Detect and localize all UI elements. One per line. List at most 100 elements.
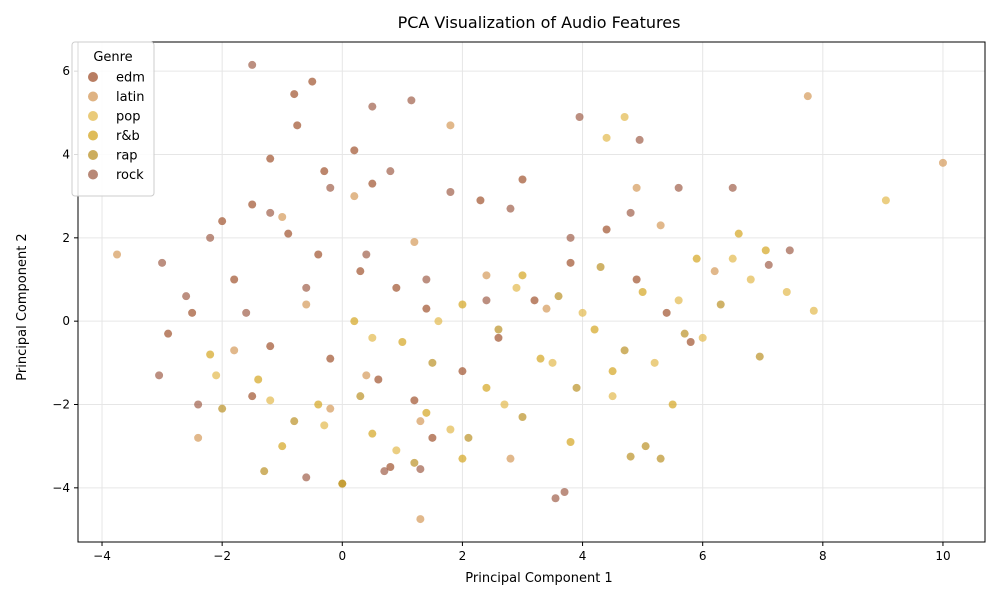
data-point [458, 367, 467, 376]
data-point [602, 225, 611, 234]
data-point [260, 467, 269, 476]
x-tick-label: 8 [819, 549, 827, 563]
data-point [254, 375, 263, 384]
data-point [266, 208, 275, 217]
series-edm [164, 77, 695, 471]
data-point [302, 473, 311, 482]
data-point [506, 204, 515, 213]
data-point [668, 400, 677, 409]
legend: Genre edm latin pop r&b rap rock [71, 41, 155, 197]
data-point [290, 417, 299, 426]
data-point [416, 515, 425, 524]
data-points [113, 60, 947, 524]
data-point [446, 188, 455, 196]
series-rap [218, 263, 764, 488]
data-point [686, 338, 695, 346]
data-point [230, 275, 239, 284]
data-point [278, 213, 287, 221]
data-point [374, 375, 383, 384]
legend-marker [88, 150, 98, 160]
data-point [620, 346, 629, 355]
data-point [284, 229, 293, 238]
y-tick-label: 2 [62, 231, 70, 245]
data-point [368, 179, 377, 188]
data-point [194, 400, 203, 409]
data-point [782, 288, 791, 296]
legend-items: edm latin pop r&b rap rock [88, 71, 145, 183]
y-tick-label: −2 [52, 398, 70, 412]
data-point [368, 333, 377, 342]
data-point [362, 371, 371, 380]
data-point [566, 233, 575, 242]
data-point [314, 250, 323, 259]
data-point [155, 371, 164, 380]
data-point [566, 438, 575, 446]
data-point [326, 183, 335, 192]
legend-label: rap [116, 149, 138, 164]
data-point [320, 167, 329, 176]
data-point [746, 275, 755, 284]
axis-ticks: −4 −2 0 2 4 6 8 10 −4 −2 0 2 4 6 [52, 64, 950, 563]
x-tick-label: 0 [338, 549, 346, 563]
data-point [113, 250, 122, 259]
data-point [572, 383, 581, 392]
data-point [620, 113, 629, 121]
data-point [386, 167, 395, 176]
data-point [266, 342, 275, 351]
legend-marker [88, 91, 98, 102]
data-point [158, 258, 167, 267]
x-tick-label: 10 [935, 549, 950, 563]
data-point [350, 146, 359, 155]
data-point [380, 467, 389, 476]
data-point [578, 308, 587, 317]
data-point [803, 92, 812, 101]
data-point [164, 329, 173, 338]
data-point [650, 358, 659, 367]
data-point [248, 60, 257, 69]
data-point [551, 494, 560, 503]
data-point [278, 442, 287, 451]
data-point [785, 246, 794, 255]
data-point [482, 296, 491, 305]
data-point [602, 133, 611, 142]
legend-marker [88, 130, 98, 141]
data-point [548, 358, 557, 367]
data-point [476, 196, 485, 205]
data-point [428, 358, 437, 367]
data-point [356, 392, 365, 401]
data-point [218, 404, 227, 413]
legend-label: r&b [116, 129, 140, 144]
data-point [416, 465, 425, 474]
data-point [308, 77, 317, 86]
data-point [728, 183, 737, 192]
data-point [368, 102, 377, 111]
data-point [194, 433, 203, 442]
data-point [422, 408, 431, 417]
data-point [266, 396, 275, 405]
data-point [212, 371, 221, 380]
data-point [692, 254, 701, 263]
data-point [428, 433, 437, 442]
data-point [632, 183, 641, 192]
y-tick-label: 0 [62, 314, 70, 328]
data-point [338, 479, 347, 488]
data-point [290, 90, 299, 99]
data-point [656, 221, 665, 230]
data-point [320, 421, 329, 430]
data-point [674, 183, 683, 192]
data-point [464, 433, 473, 442]
data-point [368, 429, 377, 438]
x-tick-label: 2 [459, 549, 467, 563]
data-point [326, 354, 335, 363]
data-point [482, 383, 491, 392]
data-point [566, 258, 575, 267]
data-point [698, 333, 707, 342]
data-point [410, 396, 419, 405]
x-tick-label: 6 [699, 549, 707, 563]
y-tick-label: −4 [52, 481, 70, 495]
data-point [410, 458, 419, 467]
data-point [482, 271, 491, 280]
data-point [728, 254, 737, 263]
